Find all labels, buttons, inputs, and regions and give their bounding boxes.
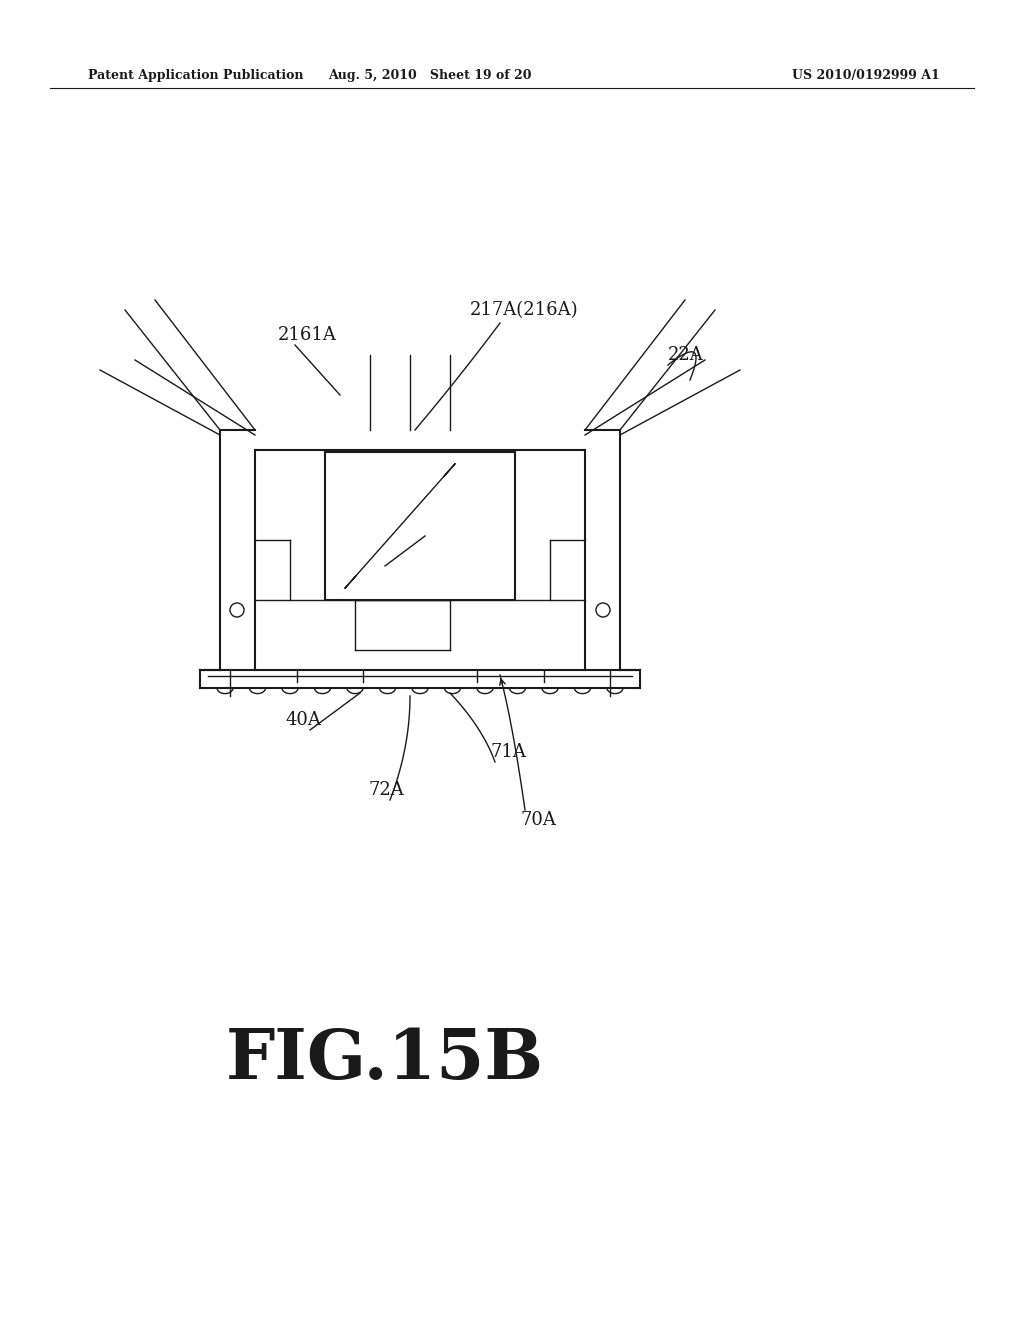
Text: FIG.15B: FIG.15B — [226, 1027, 544, 1093]
Text: US 2010/0192999 A1: US 2010/0192999 A1 — [793, 69, 940, 82]
Text: 40A: 40A — [285, 711, 321, 729]
Text: Aug. 5, 2010   Sheet 19 of 20: Aug. 5, 2010 Sheet 19 of 20 — [329, 69, 531, 82]
Text: 2161A: 2161A — [278, 326, 337, 345]
Text: 70A: 70A — [520, 810, 556, 829]
Text: 71A: 71A — [490, 743, 526, 762]
Text: Patent Application Publication: Patent Application Publication — [88, 69, 303, 82]
Text: 72A: 72A — [368, 781, 403, 799]
Text: 22A: 22A — [668, 346, 703, 364]
Text: 217A(216A): 217A(216A) — [470, 301, 579, 319]
